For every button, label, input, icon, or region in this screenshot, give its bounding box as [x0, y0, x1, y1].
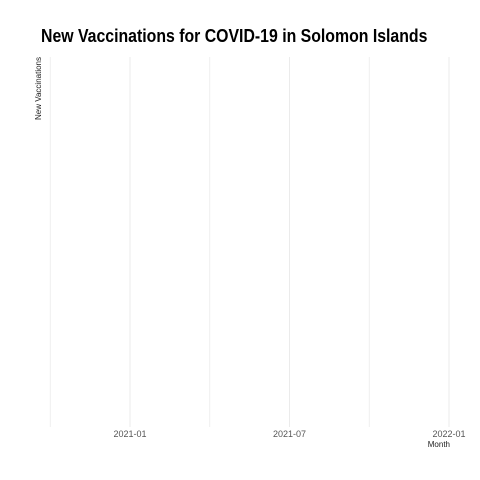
x-axis-label: Month [427, 440, 450, 449]
grid-lines [49, 57, 450, 427]
x-tick-labels: 2021-01 2021-07 2022-01 [113, 429, 465, 439]
chart-title: New Vaccinations for COVID-19 in Solomon… [41, 26, 428, 46]
x-tick-label: 2022-01 [432, 429, 465, 439]
x-tick-label: 2021-07 [273, 429, 306, 439]
x-tick-label: 2021-01 [113, 429, 146, 439]
